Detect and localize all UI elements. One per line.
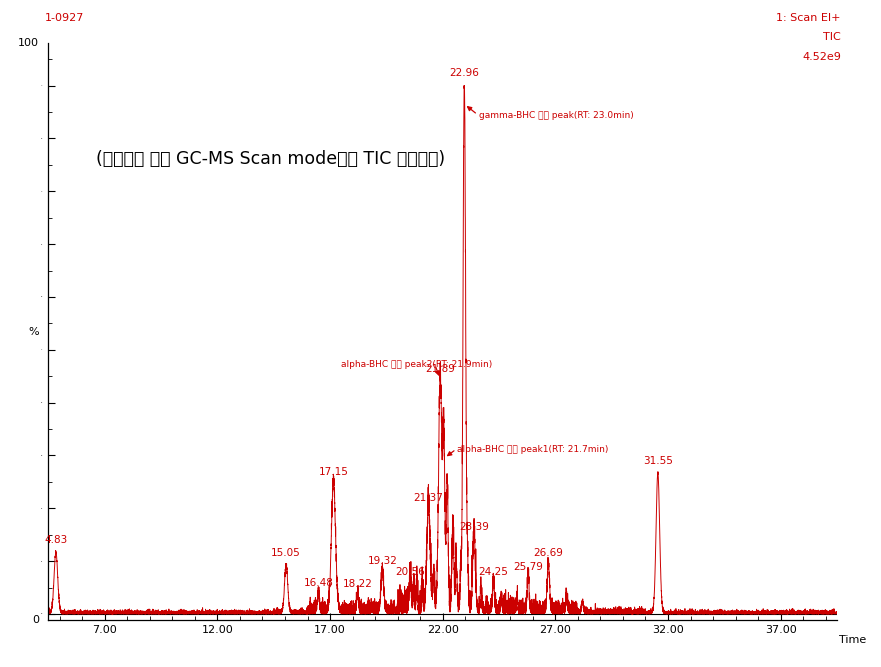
Text: 22.96: 22.96 bbox=[449, 67, 479, 77]
Text: gamma-BHC 의심 peak(RT: 23.0min): gamma-BHC 의심 peak(RT: 23.0min) bbox=[478, 111, 633, 119]
Text: 1-0927: 1-0927 bbox=[45, 13, 84, 23]
Text: alpha-BHC 의심 peak1(RT: 21.7min): alpha-BHC 의심 peak1(RT: 21.7min) bbox=[457, 445, 609, 454]
Text: alpha-BHC 의심 peak2(RT: 21.9min): alpha-BHC 의심 peak2(RT: 21.9min) bbox=[341, 360, 492, 369]
Text: 100: 100 bbox=[18, 39, 39, 48]
Text: 21.37: 21.37 bbox=[413, 493, 443, 503]
Text: 25.79: 25.79 bbox=[513, 562, 543, 572]
Text: 21.89: 21.89 bbox=[426, 364, 455, 374]
Text: 19.32: 19.32 bbox=[367, 556, 397, 566]
Text: 4.83: 4.83 bbox=[44, 536, 68, 546]
Text: 15.05: 15.05 bbox=[271, 548, 301, 558]
Text: 0: 0 bbox=[32, 616, 39, 625]
Text: TIC: TIC bbox=[823, 32, 840, 42]
Text: 17.15: 17.15 bbox=[319, 467, 348, 477]
Text: 18.22: 18.22 bbox=[343, 579, 373, 589]
Text: 24.25: 24.25 bbox=[478, 567, 508, 577]
Text: %: % bbox=[28, 327, 39, 337]
Text: (항부자에 대한 GC-MS Scan mode에서 TIC 분석결과): (항부자에 대한 GC-MS Scan mode에서 TIC 분석결과) bbox=[96, 150, 445, 167]
Text: 23.39: 23.39 bbox=[459, 522, 489, 532]
Text: 4.52e9: 4.52e9 bbox=[802, 52, 840, 62]
Text: 31.55: 31.55 bbox=[643, 456, 673, 466]
Text: 1: Scan EI+: 1: Scan EI+ bbox=[776, 13, 840, 23]
Text: 26.69: 26.69 bbox=[533, 548, 563, 558]
Text: 16.48: 16.48 bbox=[303, 578, 333, 588]
Text: 20.56: 20.56 bbox=[396, 567, 426, 577]
Text: Time: Time bbox=[839, 635, 866, 645]
